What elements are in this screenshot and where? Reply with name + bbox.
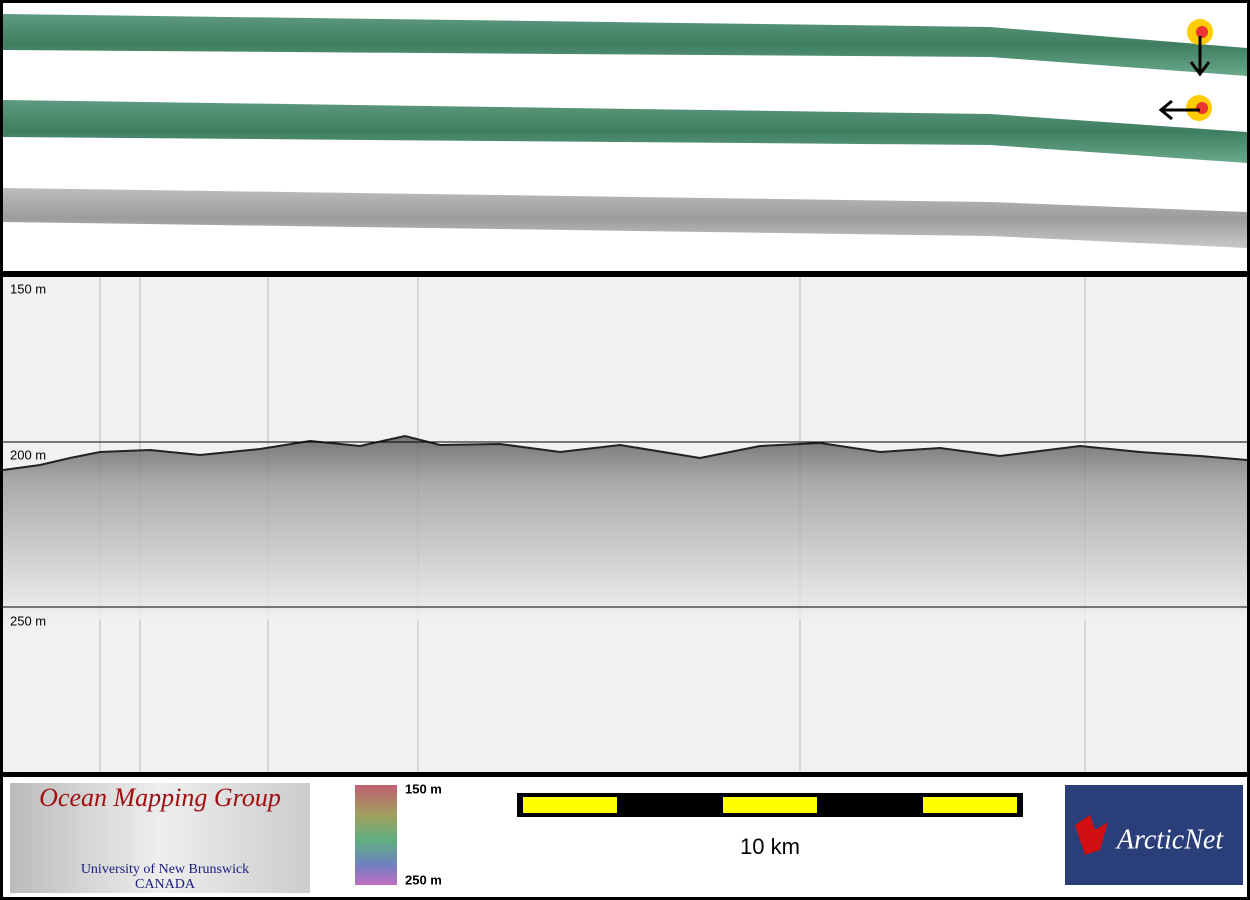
scale-segment: [923, 797, 1017, 813]
sun-icon: [1158, 95, 1212, 121]
maple-leaf: [1075, 815, 1108, 855]
swath-strip: [3, 100, 1247, 163]
logo-title: Ocean Mapping Group: [39, 783, 281, 812]
colorbar-label: 250 m: [405, 872, 442, 887]
logo-text: CANADA: [135, 877, 196, 892]
sun-icon: [1187, 19, 1213, 77]
scale-segment: [723, 797, 817, 813]
swath-strip: [3, 14, 1247, 76]
scale-segment: [523, 797, 617, 813]
colorbar: [355, 785, 397, 885]
partner-name: ArcticNet: [1115, 824, 1224, 855]
colorbar-label: 150 m: [405, 781, 442, 796]
backscatter-strip: [3, 188, 1247, 248]
depth-label: 150 m: [10, 281, 46, 296]
omg-logo: [10, 783, 310, 893]
depth-label: 250 m: [10, 613, 46, 628]
logo-text: University of New Brunswick: [81, 862, 249, 877]
seafloor-echo: [3, 436, 1247, 620]
seafloor-line: [2, 434, 1248, 471]
scale-label: 10 km: [740, 834, 800, 859]
depth-label: 200 m: [10, 447, 46, 462]
